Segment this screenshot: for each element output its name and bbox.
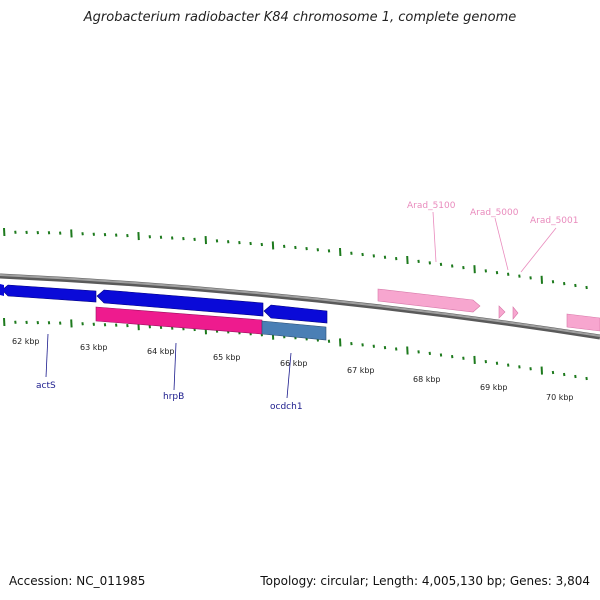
accession-label: Accession: NC_011985: [9, 574, 146, 588]
scale-label-63kbp: 63 kbp: [80, 343, 108, 352]
leader-ocdch1: [286, 352, 292, 399]
genome-backbone-highlight: [0, 274, 600, 337]
inner-tick-track: [3, 317, 588, 381]
gene-partial-right-pink[interactable]: [566, 313, 600, 332]
scale-label-70kbp: 70 kbp: [546, 393, 574, 402]
scale-label-65kbp: 65 kbp: [213, 353, 241, 362]
gene-label-ocdch1[interactable]: ocdch1: [270, 402, 303, 412]
genome-backbone: [0, 273, 600, 340]
gene-arad-5001-arrow[interactable]: [512, 306, 519, 320]
gene-arad-5100-arrow[interactable]: [377, 288, 481, 313]
gene-label-arad-5000[interactable]: Arad_5000: [470, 208, 519, 218]
gene-actS-arrow[interactable]: [1, 284, 97, 303]
leader-actS: [45, 333, 49, 378]
gene-hrpB-arrow[interactable]: [96, 289, 264, 317]
gene-label-arad-5100[interactable]: Arad_5100: [407, 201, 456, 211]
leader-hrpB: [173, 342, 177, 391]
page-title: Agrobacterium radiobacter K84 chromosome…: [83, 10, 517, 25]
gene-steelblue-block[interactable]: [261, 320, 327, 341]
gene-arad-5000-arrow[interactable]: [498, 305, 506, 319]
gene-partial-left-arrow[interactable]: [0, 284, 4, 296]
scale-label-67kbp: 67 kbp: [347, 366, 375, 375]
scale-label-64kbp: 64 kbp: [147, 347, 175, 356]
gene-label-arad-5001[interactable]: Arad_5001: [530, 216, 579, 226]
gene-label-actS[interactable]: actS: [36, 381, 56, 391]
outer-tick-track: [3, 227, 588, 290]
scale-label-66kbp: 66 kbp: [280, 359, 308, 368]
leader-arad-5100: [432, 211, 437, 263]
leader-arad-5000: [494, 217, 509, 271]
scale-label-69kbp: 69 kbp: [480, 383, 508, 392]
leader-arad-5001: [520, 227, 557, 273]
gene-label-hrpB[interactable]: hrpB: [163, 392, 184, 402]
genome-summary: Topology: circular; Length: 4,005,130 bp…: [260, 574, 590, 588]
scale-label-62kbp: 62 kbp: [12, 337, 40, 346]
gene-ocdch1-arrow[interactable]: [263, 304, 328, 324]
scale-label-68kbp: 68 kbp: [413, 375, 441, 384]
scale-label-group: 62 kbp 63 kbp 64 kbp 65 kbp 66 kbp 67 kb…: [12, 337, 574, 402]
